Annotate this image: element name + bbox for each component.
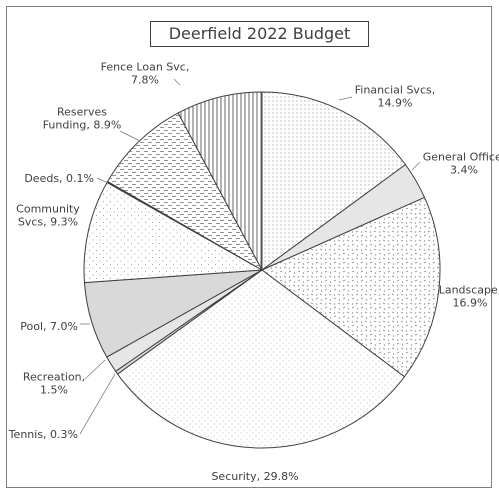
data-label: Financial Svcs, 14.9% [355,84,435,110]
data-label: Pool, 7.0% [20,320,78,333]
data-label: Deeds, 0.1% [24,172,94,185]
leader-line [119,130,141,142]
leader-line [411,161,421,171]
leader-line [96,177,109,184]
pie-slices [83,91,441,449]
pie-slice-financial-svcs [261,91,407,271]
data-label: General Office, 3.4% [423,151,499,177]
pie-slice-fence-loan-svc [177,91,263,271]
chart-title: Deerfield 2022 Budget [168,24,351,43]
data-label: Security, 29.8% [211,470,298,483]
pie-slice-community-svcs [83,181,264,284]
data-label: Landscape, 16.9% [439,284,499,310]
data-label: Community Svcs, 9.3% [16,203,80,229]
data-label: Fence Loan Svc, 7.8% [101,61,190,87]
data-label: Recreation, 1.5% [23,371,85,397]
chart-title-box [150,21,369,47]
pie-slice-security [116,269,406,449]
pie-slice-landscape [261,196,441,378]
leader-line [84,359,106,380]
leader-line [173,78,181,86]
leader-lines [79,78,421,435]
data-label: Reserves Funding, 8.9% [43,106,122,132]
leader-line [338,96,353,101]
data-labels: Financial Svcs, 14.9% General Office, 3.4% L… [8,61,499,484]
pie-slice-reserves-funding [106,112,264,272]
leader-line [79,373,116,435]
data-label: Tennis, 0.3% [8,428,78,441]
